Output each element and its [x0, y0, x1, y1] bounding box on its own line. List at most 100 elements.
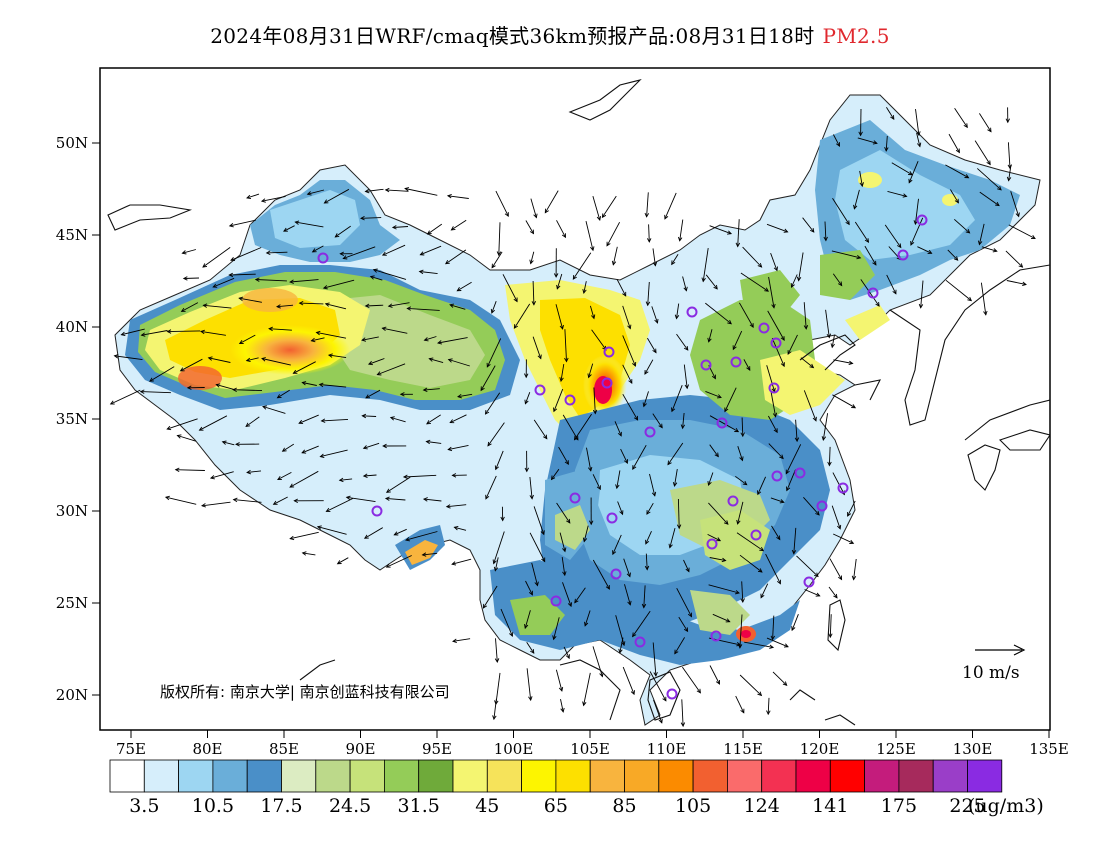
city-marker	[644, 426, 656, 438]
copyright-text: 版权所有: 南京大学| 南京创蓝科技有限公司	[160, 683, 450, 701]
colorbar-swatch	[692, 759, 728, 793]
colorbar-swatch	[486, 759, 522, 793]
city-marker	[758, 322, 770, 334]
colorbar-label: 124	[744, 795, 780, 817]
title-main: 2024年08月31日WRF/cmaq模式36km预报产品:08月31日18时	[210, 24, 815, 48]
colorbar-label: 85	[612, 795, 636, 817]
colorbar-swatch	[143, 759, 180, 793]
colorbar-swatch	[658, 759, 694, 793]
colorbar-swatch	[624, 759, 660, 793]
colorbar-swatch	[932, 759, 968, 793]
colorbar-label: 141	[812, 795, 848, 817]
city-markers	[317, 214, 928, 700]
title-species: PM2.5	[822, 24, 890, 48]
lon-tick-label: 120E	[800, 740, 840, 758]
city-marker	[569, 492, 581, 504]
colorbar-swatch	[281, 759, 317, 793]
city-marker	[794, 467, 806, 479]
coastlines	[107, 78, 1050, 726]
city-marker	[564, 394, 576, 406]
colorbar-swatch	[589, 759, 625, 793]
city-marker	[550, 595, 562, 607]
colorbar-swatch	[246, 759, 282, 793]
colorbar-swatch	[212, 759, 248, 793]
lat-tick-label: 20N	[56, 686, 88, 704]
lon-tick-label: 75E	[116, 740, 146, 758]
colorbar-swatch	[452, 759, 488, 793]
wind-reference: 10 m/s	[962, 644, 1026, 683]
colorbar: 3.5 10.5 17.5 24.5 31.5 45 65 85 105 124 141 175 225…	[109, 759, 1044, 817]
city-marker	[771, 470, 783, 482]
lon-tick-label: 80E	[192, 740, 222, 758]
city-marker	[666, 688, 678, 700]
colorbar-label: 175	[881, 795, 917, 817]
lon-axis: 75E 80E 85E 90E 95E 100E 105E 110E 115E 120E 125E 1…	[116, 730, 1069, 758]
colorbar-label: 45	[475, 795, 499, 817]
lat-tick-label: 35N	[56, 410, 88, 428]
colorbar-swatch	[178, 759, 214, 793]
colorbar-label: 3.5	[129, 795, 159, 817]
city-marker	[601, 377, 613, 389]
city-marker	[897, 249, 909, 261]
city-marker	[803, 576, 815, 588]
city-marker	[371, 505, 383, 517]
colorbar-label: 105	[675, 795, 711, 817]
colorbar-swatch	[795, 759, 831, 793]
lon-tick-label: 125E	[876, 740, 916, 758]
lat-tick-label: 30N	[56, 502, 88, 520]
colorbar-label: 17.5	[260, 795, 302, 817]
lat-tick-label: 50N	[56, 134, 88, 152]
colorbar-label: 225	[949, 795, 985, 817]
city-marker	[610, 568, 622, 580]
city-marker	[768, 382, 780, 394]
lat-axis: 50N 45N 40N 35N 30N 25N 20N	[56, 134, 100, 704]
lon-tick-label: 115E	[723, 740, 763, 758]
city-marker	[916, 214, 928, 226]
lon-tick-label: 85E	[269, 740, 299, 758]
colorbar-swatch	[555, 759, 591, 793]
lat-tick-label: 40N	[56, 318, 88, 336]
city-marker	[730, 356, 742, 368]
city-marker	[686, 306, 698, 318]
city-marker	[837, 482, 849, 494]
city-marker	[710, 630, 722, 642]
city-marker	[634, 636, 646, 648]
city-marker	[770, 337, 782, 349]
city-marker	[867, 287, 879, 299]
lon-tick-label: 90E	[345, 740, 375, 758]
colorbar-label: 65	[544, 795, 568, 817]
colorbar-label: 10.5	[192, 795, 234, 817]
colorbar-swatch	[315, 759, 351, 793]
colorbar-unit: (ug/m3)	[968, 795, 1044, 817]
colorbar-swatch	[967, 759, 1003, 793]
colorbar-swatch	[898, 759, 934, 793]
colorbar-label: 31.5	[398, 795, 440, 817]
city-marker	[750, 529, 762, 541]
city-marker	[603, 346, 615, 358]
city-marker	[816, 500, 828, 512]
lat-tick-label: 45N	[56, 226, 88, 244]
city-marker	[727, 495, 739, 507]
colorbar-swatch	[383, 759, 420, 793]
colorbar-label: 24.5	[329, 795, 371, 817]
colorbar-swatch	[418, 759, 454, 793]
colorbar-swatch	[829, 759, 865, 793]
lon-tick-label: 130E	[953, 740, 993, 758]
lon-tick-label: 135E	[1029, 740, 1069, 758]
wind-vectors	[109, 106, 1036, 728]
chart-title: 2024年08月31日WRF/cmaq模式36km预报产品:08月31日18时 P…	[0, 20, 1100, 49]
colorbar-swatch	[521, 759, 557, 793]
colorbar-swatch	[109, 759, 145, 793]
lon-tick-label: 105E	[570, 740, 610, 758]
city-marker	[700, 359, 712, 371]
wind-reference-label: 10 m/s	[962, 663, 1020, 683]
colorbar-swatch	[727, 759, 763, 793]
colorbar-swatch	[864, 759, 900, 793]
city-marker	[706, 538, 718, 550]
city-marker	[606, 512, 618, 524]
lat-tick-label: 25N	[56, 594, 88, 612]
lon-tick-label: 110E	[647, 740, 687, 758]
lon-tick-label: 100E	[494, 740, 534, 758]
city-marker	[534, 384, 546, 396]
